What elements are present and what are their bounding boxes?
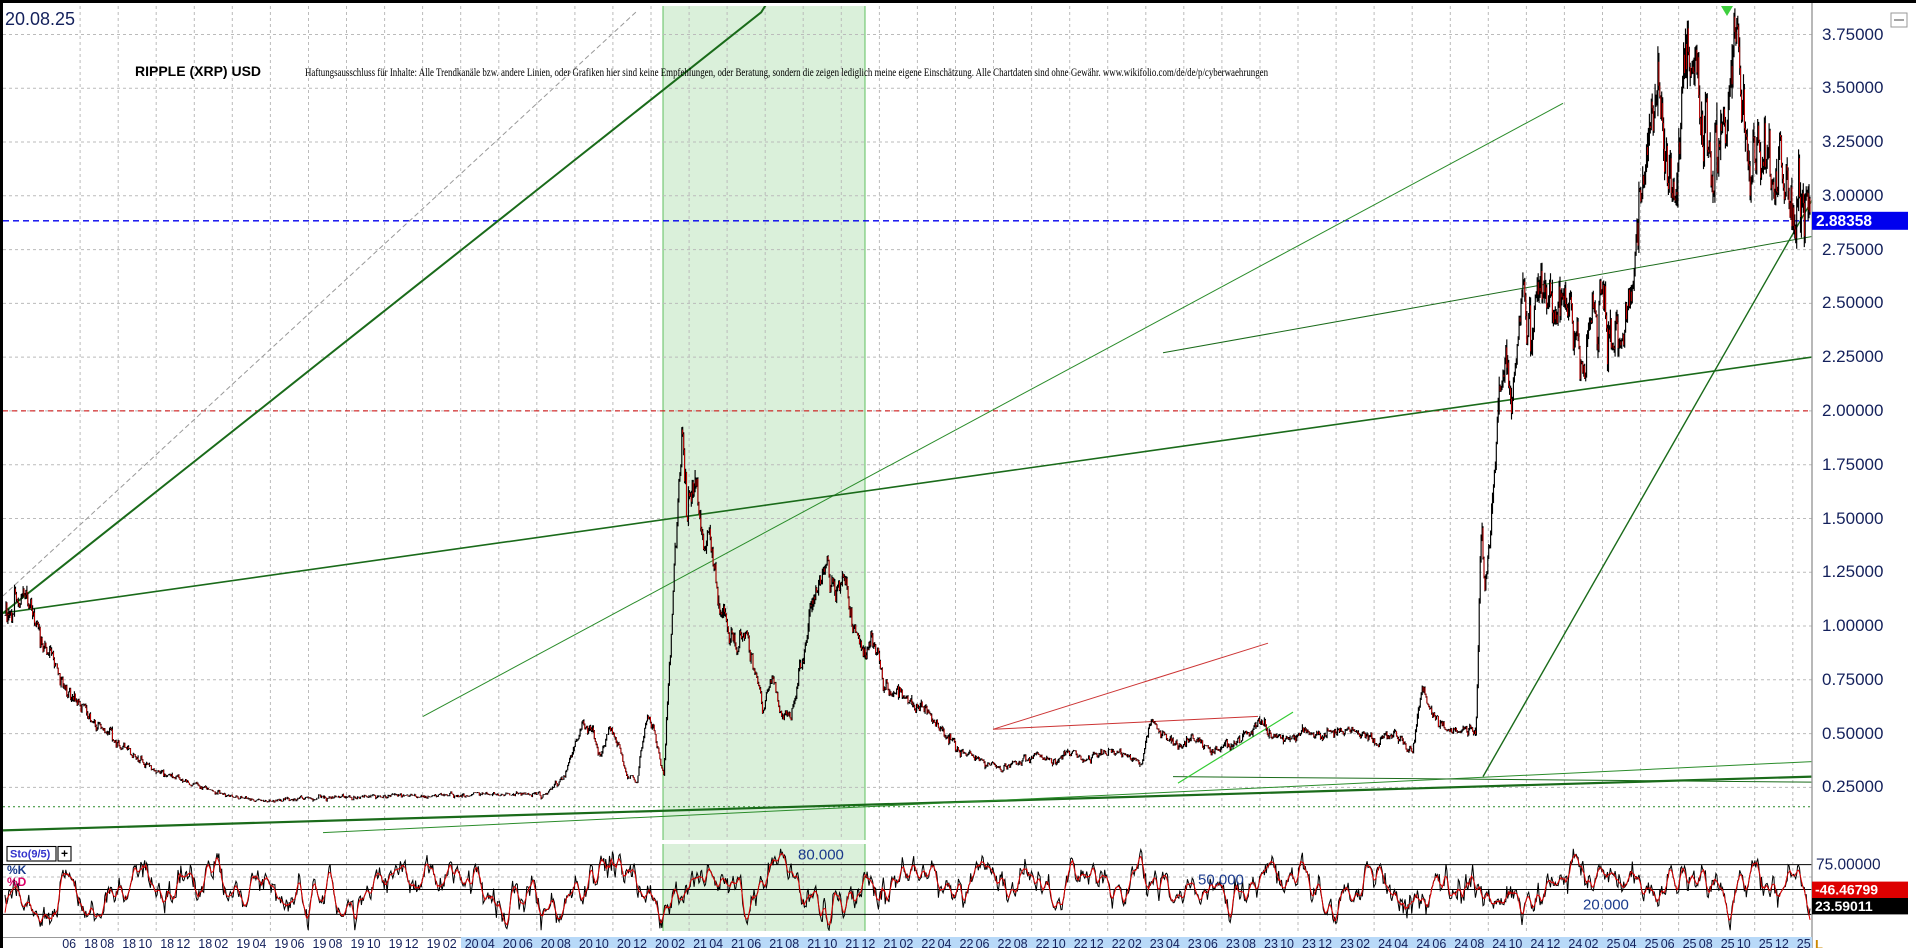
svg-text:50.000: 50.000 xyxy=(1198,872,1244,889)
svg-text:2.88358: 2.88358 xyxy=(1816,213,1872,230)
svg-text:+: + xyxy=(61,847,68,861)
svg-text:-46.46799: -46.46799 xyxy=(1815,882,1878,898)
svg-text:Sto(9/5): Sto(9/5) xyxy=(10,849,51,861)
svg-text:80.000: 80.000 xyxy=(798,847,844,864)
svg-text:20.000: 20.000 xyxy=(1583,896,1629,913)
svg-text:%D: %D xyxy=(7,875,27,889)
svg-text:75.00000: 75.00000 xyxy=(1816,857,1881,874)
svg-text:23.59011: 23.59011 xyxy=(1815,898,1873,914)
